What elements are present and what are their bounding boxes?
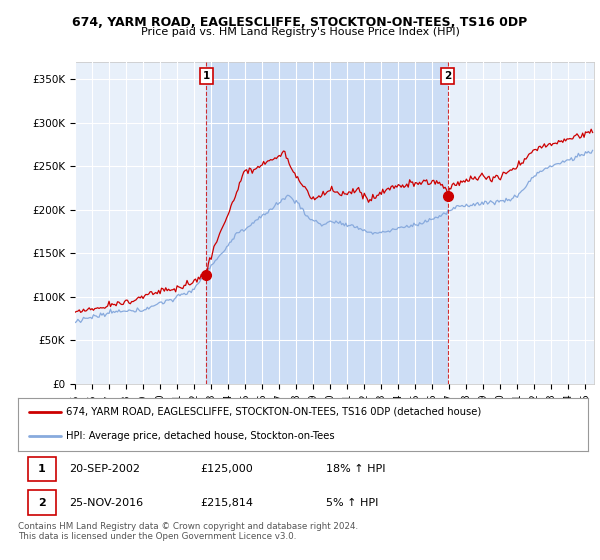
Text: 18% ↑ HPI: 18% ↑ HPI [326, 464, 385, 474]
Text: 5% ↑ HPI: 5% ↑ HPI [326, 497, 378, 507]
Text: £215,814: £215,814 [200, 497, 253, 507]
FancyBboxPatch shape [28, 491, 56, 515]
Bar [206, 62, 448, 384]
Text: 2: 2 [38, 497, 46, 507]
Text: £125,000: £125,000 [200, 464, 253, 474]
Text: 674, YARM ROAD, EAGLESCLIFFE, STOCKTON-ON-TEES, TS16 0DP: 674, YARM ROAD, EAGLESCLIFFE, STOCKTON-O… [73, 16, 527, 29]
Text: 1: 1 [203, 71, 210, 81]
Text: 1: 1 [38, 464, 46, 474]
Text: HPI: Average price, detached house, Stockton-on-Tees: HPI: Average price, detached house, Stoc… [67, 431, 335, 441]
Text: 20-SEP-2002: 20-SEP-2002 [70, 464, 140, 474]
FancyBboxPatch shape [28, 457, 56, 481]
Text: Price paid vs. HM Land Registry's House Price Index (HPI): Price paid vs. HM Land Registry's House … [140, 27, 460, 37]
Text: 674, YARM ROAD, EAGLESCLIFFE, STOCKTON-ON-TEES, TS16 0DP (detached house): 674, YARM ROAD, EAGLESCLIFFE, STOCKTON-O… [67, 407, 482, 417]
Text: 25-NOV-2016: 25-NOV-2016 [70, 497, 143, 507]
Text: Contains HM Land Registry data © Crown copyright and database right 2024.
This d: Contains HM Land Registry data © Crown c… [18, 522, 358, 542]
Text: 2: 2 [444, 71, 451, 81]
